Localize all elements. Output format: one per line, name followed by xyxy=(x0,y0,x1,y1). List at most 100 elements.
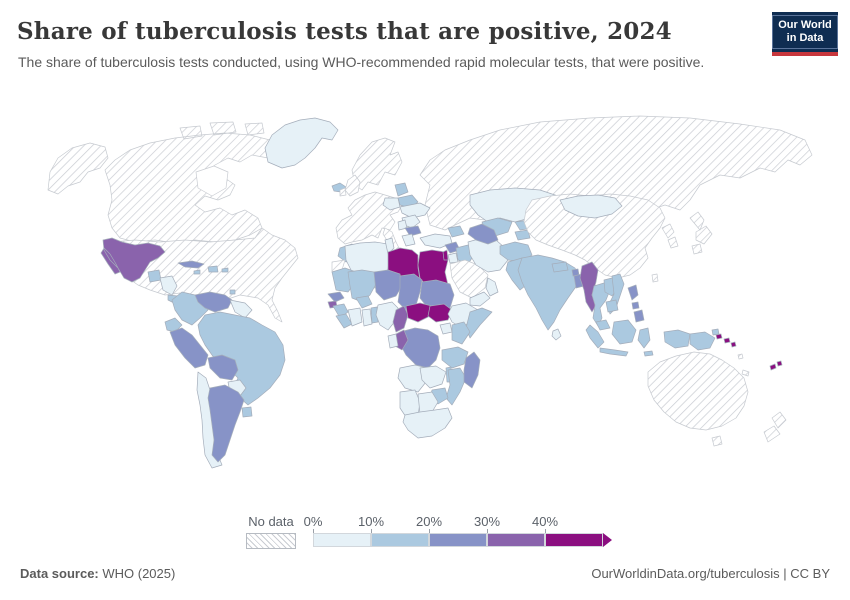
country-bulgaria[interactable] xyxy=(404,225,422,237)
country-tanzania[interactable] xyxy=(441,346,469,369)
country-ghana[interactable] xyxy=(361,308,373,327)
country-central-african-republic[interactable] xyxy=(405,302,433,323)
country-senegal[interactable] xyxy=(327,291,345,303)
country-taiwan[interactable] xyxy=(651,273,659,283)
country-niger[interactable] xyxy=(373,269,403,301)
country-south-sudan[interactable] xyxy=(427,303,453,323)
country-peru[interactable] xyxy=(169,327,209,369)
country-poland[interactable] xyxy=(382,197,401,211)
country-malaysia[interactable] xyxy=(595,319,611,331)
country-trinidad[interactable] xyxy=(229,289,236,295)
country-mozambique[interactable] xyxy=(445,367,467,406)
legend-bin-30-40[interactable] xyxy=(487,533,545,547)
country-guatemala[interactable] xyxy=(147,269,162,283)
legend-tick-mark xyxy=(429,529,430,533)
country-burkina-faso[interactable] xyxy=(355,295,373,309)
country-mali[interactable] xyxy=(347,269,377,303)
country-guyanas[interactable] xyxy=(229,299,253,319)
country-bolivia[interactable] xyxy=(207,354,239,381)
country-australia[interactable] xyxy=(647,351,749,447)
country-argentina[interactable] xyxy=(207,384,245,463)
country-vanuatu[interactable] xyxy=(737,353,744,360)
country-south-africa[interactable] xyxy=(402,407,453,439)
legend-tick-label: 40% xyxy=(531,514,559,529)
country-usa[interactable] xyxy=(47,142,299,323)
country-hispaniola[interactable] xyxy=(207,265,219,273)
country-new-caledonia[interactable] xyxy=(741,369,750,377)
country-saudi-arabia[interactable] xyxy=(449,259,489,299)
country-yemen[interactable] xyxy=(469,291,491,307)
country-sudan[interactable] xyxy=(419,279,455,313)
legend-bin-20-30[interactable] xyxy=(429,533,487,547)
country-oman[interactable] xyxy=(485,277,499,297)
country-brazil[interactable] xyxy=(197,311,286,406)
country-togo-benin[interactable] xyxy=(370,306,379,324)
country-greece[interactable] xyxy=(401,233,416,247)
country-caucasus[interactable] xyxy=(447,225,465,238)
country-china[interactable] xyxy=(523,193,666,279)
owid-logo[interactable]: Our World in Data xyxy=(772,12,838,56)
country-botswana[interactable] xyxy=(417,391,439,415)
country-ireland[interactable] xyxy=(339,187,347,197)
legend-bin-0-10[interactable] xyxy=(313,533,371,547)
legend-tick-label: 30% xyxy=(473,514,501,529)
country-uruguay[interactable] xyxy=(241,406,253,418)
country-cuba[interactable] xyxy=(177,260,205,269)
country-south-korea[interactable] xyxy=(667,236,679,249)
country-somalia[interactable] xyxy=(465,307,493,339)
country-zambia[interactable] xyxy=(419,365,447,389)
country-nepal[interactable] xyxy=(551,261,569,273)
country-turkmenistan[interactable] xyxy=(467,223,499,245)
country-tunisia[interactable] xyxy=(384,237,395,255)
country-puerto-rico[interactable] xyxy=(221,267,229,273)
legend-bin-10-20[interactable] xyxy=(371,533,429,547)
country-baltics[interactable] xyxy=(394,182,409,197)
owid-citation-link[interactable]: OurWorldinData.org/tuberculosis | CC BY xyxy=(591,566,830,581)
data-source-value: WHO (2025) xyxy=(98,566,176,581)
country-cambodia[interactable] xyxy=(605,299,619,313)
country-ecuador[interactable] xyxy=(164,317,183,333)
legend-no-data-label: No data xyxy=(248,514,294,529)
country-kenya[interactable] xyxy=(451,321,471,345)
country-ukraine[interactable] xyxy=(399,202,431,219)
country-papua-new-guinea[interactable] xyxy=(689,328,720,351)
country-scandinavia[interactable] xyxy=(351,137,403,191)
country-honduras-nicaragua[interactable] xyxy=(159,275,178,296)
country-mexico[interactable] xyxy=(100,237,166,283)
country-timor[interactable] xyxy=(643,350,654,357)
country-india[interactable] xyxy=(517,254,581,331)
country-jordan[interactable] xyxy=(447,252,459,264)
country-canada[interactable] xyxy=(104,121,279,244)
legend-tick-label: 20% xyxy=(415,514,443,529)
country-sri-lanka[interactable] xyxy=(551,328,562,341)
country-fiji[interactable] xyxy=(769,360,783,371)
legend-tick-mark xyxy=(487,529,488,533)
country-north-korea[interactable] xyxy=(661,223,675,239)
country-uganda[interactable] xyxy=(439,322,453,335)
country-new-zealand[interactable] xyxy=(763,411,787,443)
country-madagascar[interactable] xyxy=(463,351,481,389)
country-tajikistan[interactable] xyxy=(514,229,531,241)
legend-bin-40+[interactable] xyxy=(545,533,603,547)
country-drc[interactable] xyxy=(399,327,441,369)
legend-no-data-swatch[interactable] xyxy=(246,533,296,549)
legend-tick-mark xyxy=(545,529,546,533)
country-greenland[interactable] xyxy=(264,117,339,169)
country-japan[interactable] xyxy=(689,211,713,255)
country-solomon-islands[interactable] xyxy=(715,333,737,348)
country-mongolia[interactable] xyxy=(559,194,623,219)
data-source-note: Data source: WHO (2025) xyxy=(20,566,175,581)
country-cameroon[interactable] xyxy=(392,305,409,333)
country-gabon[interactable] xyxy=(387,333,399,349)
country-jamaica[interactable] xyxy=(193,269,201,275)
country-indonesia[interactable] xyxy=(585,319,691,357)
country-nigeria[interactable] xyxy=(375,301,399,331)
legend-tick-mark xyxy=(313,529,314,533)
page-title: Share of tuberculosis tests that are pos… xyxy=(17,18,672,45)
country-ivory-coast[interactable] xyxy=(347,307,363,327)
country-philippines[interactable] xyxy=(627,284,645,323)
country-venezuela[interactable] xyxy=(194,291,233,313)
country-levant[interactable] xyxy=(442,249,449,261)
